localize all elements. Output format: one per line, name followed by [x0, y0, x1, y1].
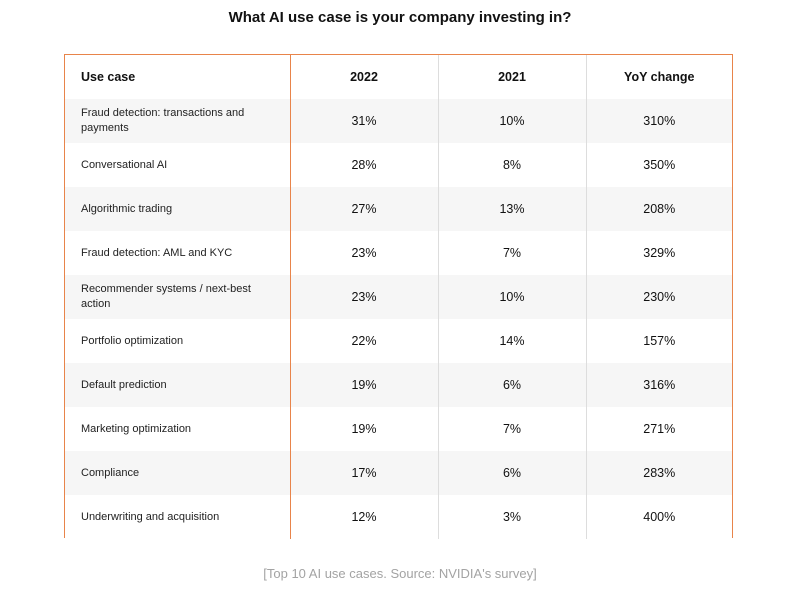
table-row: Algorithmic trading 27% 13% 208% [65, 187, 732, 231]
cell-yoy: 157% [586, 319, 732, 363]
cell-2021: 6% [438, 363, 587, 407]
header-yoy-change: YoY change [586, 55, 732, 99]
table-row: Conversational AI 28% 8% 350% [65, 143, 732, 187]
cell-2022: 19% [290, 363, 439, 407]
cell-2022: 23% [290, 275, 439, 319]
header-2022: 2022 [290, 55, 439, 99]
table-row: Default prediction 19% 6% 316% [65, 363, 732, 407]
cell-2021: 10% [438, 99, 587, 143]
cell-2022: 17% [290, 451, 439, 495]
cell-use-case: Fraud detection: AML and KYC [65, 231, 291, 275]
cell-2021: 7% [438, 407, 587, 451]
cell-2021: 7% [438, 231, 587, 275]
use-case-table: Use case 2022 2021 YoY change Fraud dete… [64, 54, 733, 539]
table-header: Use case 2022 2021 YoY change [65, 55, 732, 99]
cell-use-case: Fraud detection: transactions and paymen… [65, 99, 291, 143]
cell-use-case: Default prediction [65, 363, 291, 407]
cell-2022: 12% [290, 495, 439, 539]
table-body: Fraud detection: transactions and paymen… [65, 99, 732, 539]
cell-2022: 31% [290, 99, 439, 143]
cell-use-case: Underwriting and acquisition [65, 495, 291, 539]
header-row: Use case 2022 2021 YoY change [65, 55, 732, 99]
cell-2022: 23% [290, 231, 439, 275]
cell-2022: 27% [290, 187, 439, 231]
table-row: Underwriting and acquisition 12% 3% 400% [65, 495, 732, 539]
cell-yoy: 400% [586, 495, 732, 539]
figure-caption: [Top 10 AI use cases. Source: NVIDIA's s… [263, 566, 537, 581]
table-row: Recommender systems / next-best action 2… [65, 275, 732, 319]
table-row: Marketing optimization 19% 7% 271% [65, 407, 732, 451]
table-row: Portfolio optimization 22% 14% 157% [65, 319, 732, 363]
cell-2022: 22% [290, 319, 439, 363]
header-use-case: Use case [65, 55, 291, 99]
cell-yoy: 230% [586, 275, 732, 319]
table-title: What AI use case is your company investi… [228, 9, 572, 26]
cell-use-case: Algorithmic trading [65, 187, 291, 231]
cell-yoy: 271% [586, 407, 732, 451]
cell-2021: 6% [438, 451, 587, 495]
cell-yoy: 350% [586, 143, 732, 187]
cell-use-case: Conversational AI [65, 143, 291, 187]
cell-use-case: Marketing optimization [65, 407, 291, 451]
data-table: Use case 2022 2021 YoY change Fraud dete… [65, 55, 732, 539]
cell-2021: 3% [438, 495, 587, 539]
table-row: Compliance 17% 6% 283% [65, 451, 732, 495]
cell-yoy: 208% [586, 187, 732, 231]
cell-2021: 13% [438, 187, 587, 231]
header-2021: 2021 [438, 55, 587, 99]
cell-use-case: Compliance [65, 451, 291, 495]
cell-yoy: 329% [586, 231, 732, 275]
cell-2022: 19% [290, 407, 439, 451]
cell-2021: 14% [438, 319, 587, 363]
cell-yoy: 283% [586, 451, 732, 495]
table-row: Fraud detection: AML and KYC 23% 7% 329% [65, 231, 732, 275]
cell-yoy: 310% [586, 99, 732, 143]
cell-2021: 10% [438, 275, 587, 319]
table-row: Fraud detection: transactions and paymen… [65, 99, 732, 143]
cell-yoy: 316% [586, 363, 732, 407]
cell-use-case: Portfolio optimization [65, 319, 291, 363]
cell-use-case: Recommender systems / next-best action [65, 275, 291, 319]
cell-2022: 28% [290, 143, 439, 187]
cell-2021: 8% [438, 143, 587, 187]
